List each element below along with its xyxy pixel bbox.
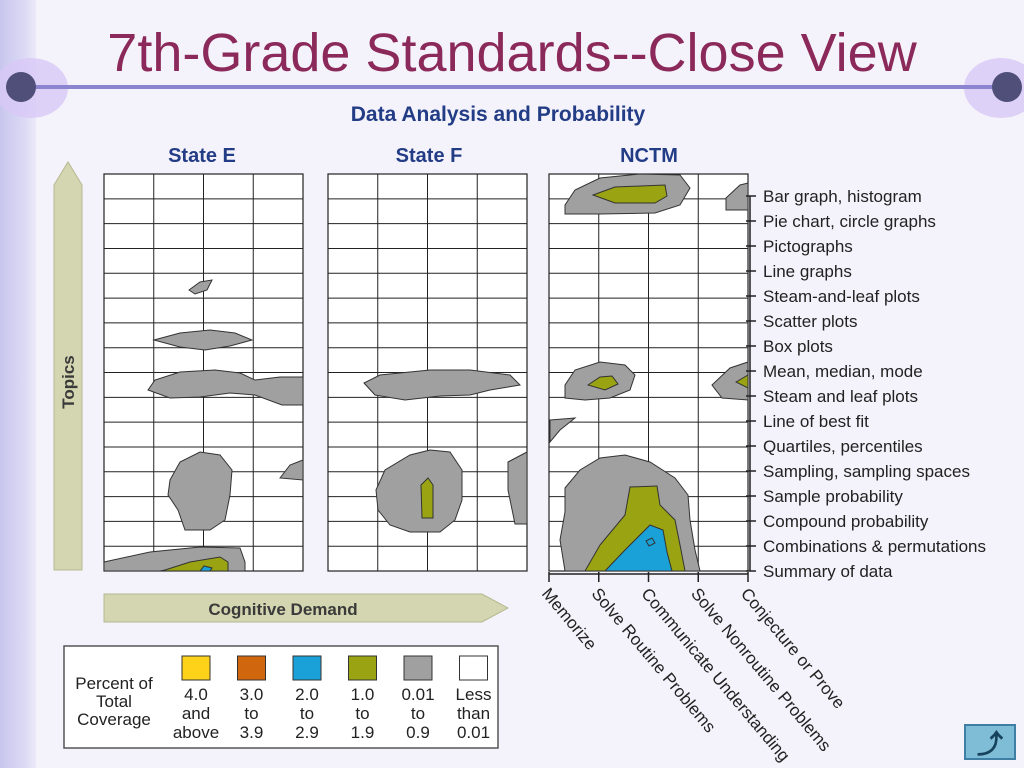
- contours-nctm: [549, 173, 749, 572]
- contour-n-mean-right-olive: [734, 374, 749, 389]
- slide-title: 7th-Grade Standards--Close View: [107, 23, 917, 83]
- legend-bin-label: 1.9: [351, 723, 375, 742]
- legend-swatch: [459, 655, 488, 681]
- title-rule: [24, 85, 1004, 89]
- topic-label: Steam and leaf plots: [763, 387, 918, 406]
- topic-label: Steam-and-leaf plots: [763, 287, 920, 306]
- legend-bin-label: 1.0: [351, 685, 375, 704]
- panel-title-state-f: State F: [395, 145, 463, 167]
- topic-label: Quartiles, percentiles: [763, 437, 923, 456]
- legend-bin-label: to: [411, 704, 425, 723]
- legend-bin-label: 0.9: [406, 723, 430, 742]
- topic-label: Box plots: [763, 337, 833, 356]
- contour-e-sampling: [167, 451, 233, 531]
- legend-bin-label: 3.0: [240, 685, 264, 704]
- contour-n-line-best-fit: [549, 417, 577, 444]
- contour-f-sampling-olive: [420, 477, 434, 519]
- legend-bin-label: and: [182, 704, 210, 723]
- contour-e-line-graphs: [188, 279, 213, 295]
- contour-f-sampling: [375, 449, 463, 533]
- legend-swatch: [403, 655, 433, 681]
- legend-bin-label: to: [300, 704, 314, 723]
- topic-label: Mean, median, mode: [763, 362, 923, 381]
- topic-label: Sample probability: [763, 487, 903, 506]
- topics-arrow: Topics: [53, 161, 83, 571]
- legend-title-line-3: Coverage: [77, 710, 151, 729]
- panel-title-nctm: NCTM: [620, 145, 678, 167]
- legend-bin-label: 3.9: [240, 723, 264, 742]
- contour-e-box-plots: [152, 329, 254, 351]
- topic-label: Bar graph, histogram: [763, 187, 922, 206]
- cognitive-demand-arrow: Cognitive Demand: [103, 593, 510, 623]
- contour-n-prob-dot: [645, 537, 656, 547]
- contour-n-prob-blue: [603, 524, 673, 572]
- contour-e-sampling-right: [279, 459, 304, 481]
- contours-state-f: [363, 369, 528, 533]
- cognitive-demand-label: Cognitive Demand: [208, 600, 357, 619]
- legend-bin-label: 4.0: [184, 685, 208, 704]
- legend-bin-label: Less: [456, 685, 492, 704]
- topic-label: Summary of data: [763, 562, 893, 581]
- topic-label: Scatter plots: [763, 312, 858, 331]
- contour-e-bottom-blue: [198, 565, 213, 572]
- legend-bin-label: to: [355, 704, 369, 723]
- legend-swatch: [292, 655, 322, 681]
- legend-bins: 4.0andabove3.0to3.92.0to2.91.0to1.90.01t…: [173, 655, 492, 742]
- topic-label: Combinations & permutations: [763, 537, 986, 556]
- legend-bin-label: above: [173, 723, 219, 742]
- legend-bin-label: 2.0: [295, 685, 319, 704]
- legend-swatch: [237, 655, 266, 681]
- topic-label: Compound probability: [763, 512, 929, 531]
- contour-f-mean: [363, 369, 522, 401]
- return-arrow-icon[interactable]: ⤴: [964, 724, 1016, 760]
- legend-bin-label: than: [457, 704, 490, 723]
- contour-e-mean: [147, 369, 304, 406]
- legend-bin-label: 2.9: [295, 723, 319, 742]
- topic-labels: Bar graph, histogram Pie chart, circle gr…: [746, 187, 986, 581]
- contour-n-mean-olive: [586, 375, 619, 391]
- topics-axis-label: Topics: [59, 355, 78, 409]
- topic-label: Line graphs: [763, 262, 852, 281]
- topic-label: Pie chart, circle graphs: [763, 212, 936, 231]
- left-decor-dot: [6, 72, 36, 102]
- legend-bin-label: 0.01: [457, 723, 490, 742]
- topic-label: Sampling, sampling spaces: [763, 462, 970, 481]
- contours-state-e: [103, 279, 304, 572]
- legend-bin-label: 0.01: [401, 685, 434, 704]
- contour-f-right: [507, 451, 528, 525]
- legend-bin-label: to: [244, 704, 258, 723]
- topic-label: Pictographs: [763, 237, 853, 256]
- legend-swatch: [348, 655, 377, 681]
- legend-title-line-1: Percent of: [75, 674, 153, 693]
- right-decor-dot: [992, 72, 1022, 102]
- slide-subtitle: Data Analysis and Probability: [350, 103, 646, 126]
- left-decor-band: [0, 0, 36, 768]
- legend-title-line-2: Total: [96, 692, 132, 711]
- legend-swatch: [181, 655, 211, 681]
- panel-title-state-e: State E: [168, 145, 236, 167]
- topic-label: Line of best fit: [763, 412, 869, 431]
- contour-n-bar-olive: [591, 184, 668, 204]
